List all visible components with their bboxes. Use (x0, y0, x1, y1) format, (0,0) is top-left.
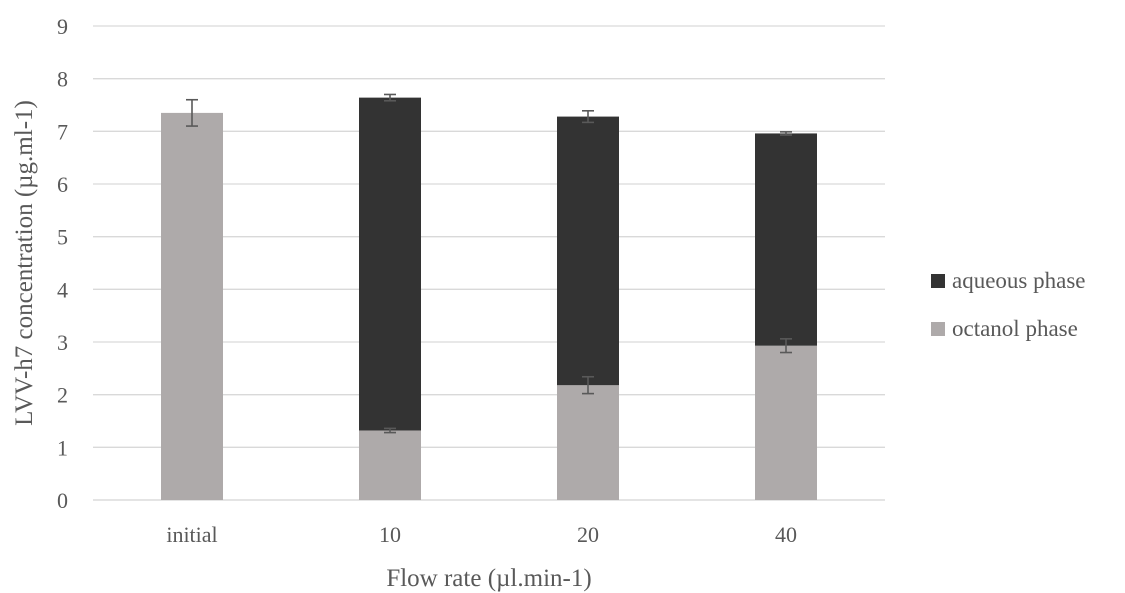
bar-segment (557, 385, 619, 500)
bar-segment (161, 112, 223, 501)
y-tick-label: 7 (57, 119, 68, 144)
error-bars (186, 93, 792, 434)
bar-segment (359, 97, 421, 431)
y-tick-label: 5 (57, 225, 68, 250)
error-bar (582, 109, 594, 124)
y-axis-title: LVV-h7 concentration (µg.ml-1) (11, 100, 38, 426)
x-tick-label: initial (166, 522, 217, 547)
legend-item: octanol phase (931, 316, 1078, 341)
error-bar (582, 375, 594, 395)
x-tick-label: 10 (379, 522, 401, 547)
bar-segment (359, 430, 421, 500)
y-tick-label: 1 (57, 435, 68, 460)
legend-swatch (931, 322, 945, 336)
y-tick-label: 3 (57, 330, 68, 355)
gridlines (93, 25, 885, 501)
bar-segment (755, 133, 817, 346)
legend-label: octanol phase (952, 316, 1078, 341)
error-bar (384, 427, 396, 434)
y-tick-label: 9 (57, 14, 68, 39)
legend-label: aqueous phase (952, 268, 1086, 293)
y-tick-label: 6 (57, 172, 68, 197)
bar-segment (755, 345, 817, 500)
x-axis-title: Flow rate (µl.min-1) (386, 565, 591, 592)
y-tick-label: 8 (57, 67, 68, 92)
x-tick-label: 40 (775, 522, 797, 547)
legend: aqueous phase octanol phase (931, 268, 1086, 341)
error-bar (780, 131, 792, 136)
x-tick-label: 20 (577, 522, 599, 547)
legend-swatch (931, 274, 945, 288)
error-bar (384, 93, 396, 102)
error-bar (186, 98, 198, 127)
y-tick-labels: 0 1 2 3 4 5 6 7 8 9 (57, 14, 68, 513)
bars (161, 97, 817, 501)
bar-segment (557, 116, 619, 386)
x-tick-labels: initial 10 20 40 (166, 522, 797, 547)
legend-item: aqueous phase (931, 268, 1086, 293)
error-bar (780, 338, 792, 354)
y-tick-label: 4 (57, 277, 68, 302)
y-tick-label: 2 (57, 383, 68, 408)
y-tick-label: 0 (57, 488, 68, 513)
